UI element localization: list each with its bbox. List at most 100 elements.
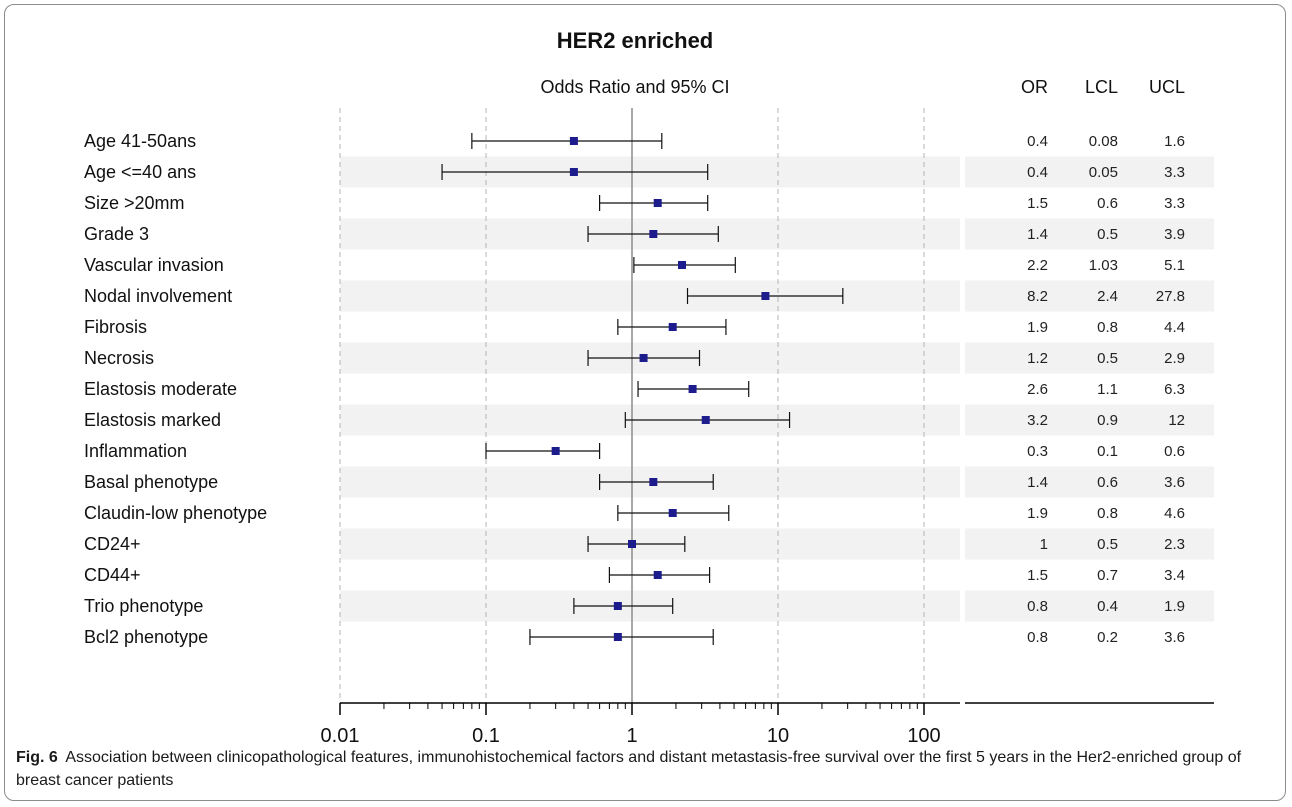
value-table: 0.4 0.08 1.6 0.4 0.05 3.3 1.5 0.6 3.3 1.4 0.5 3.9 2.… [1027,133,1185,646]
or-marker [639,354,648,362]
table-cell: 2.4 [1097,288,1118,305]
figure-caption: Fig. 6 Association between clinicopathol… [16,746,1271,792]
row-label: Trio phenotype [84,596,203,616]
table-cell: 2.3 [1164,536,1185,553]
or-marker [613,633,622,641]
or-marker [653,571,662,579]
table-cell: 0.8 [1027,629,1048,646]
row-label: Vascular invasion [84,255,224,275]
or-marker [761,292,770,300]
x-axis: 0.01 0.1 1 10 100 [321,702,1214,745]
table-cell: 3.2 [1027,412,1048,429]
table-cell: 0.6 [1164,443,1185,460]
row-label: Bcl2 phenotype [84,627,208,647]
table-cell: 3.9 [1164,226,1185,243]
row-label: CD44+ [84,565,141,585]
gridlines [339,108,925,703]
row-bands [340,156,1214,622]
caption-text: Association between clinicopathological … [16,749,1242,789]
table-row-band [965,156,1214,188]
table-cell: 0.5 [1097,350,1118,367]
table-cell: 3.6 [1164,629,1185,646]
or-marker [569,168,578,176]
table-cell: 3.4 [1164,567,1185,584]
table-row-band [965,590,1214,622]
table-header: OR [1021,77,1048,97]
row-label: Elastosis marked [84,410,221,430]
chart-title: HER2 enriched [557,28,714,53]
table-cell: 3.3 [1164,164,1185,181]
table-row-band [965,404,1214,436]
table-cell: 8.2 [1027,288,1048,305]
or-marker [628,540,636,548]
caption-label: Fig. 6 [16,749,58,766]
row-band [340,280,960,312]
or-marker [668,509,677,517]
x-tick-label: 10 [767,725,789,745]
row-label: Claudin-low phenotype [84,503,267,523]
table-cell: 0.4 [1027,133,1048,150]
confidence-intervals [441,133,844,645]
table-cell: 1.4 [1027,474,1048,491]
row-label: Fibrosis [84,317,147,337]
table-cell: 4.6 [1164,505,1185,522]
table-cell: 0.08 [1089,133,1118,150]
row-label: Age 41-50ans [84,131,196,151]
or-marker [701,416,710,424]
table-cell: 0.8 [1027,598,1048,615]
or-marker [613,602,622,610]
or-marker [653,199,662,207]
table-cell: 0.2 [1097,629,1118,646]
table-cell: 0.3 [1027,443,1048,460]
table-cell: 3.3 [1164,195,1185,212]
table-row-band [965,280,1214,312]
table-cell: 1 [1040,536,1048,553]
x-tick-label: 0.1 [472,725,500,745]
or-marker [569,137,578,145]
row-label: Nodal involvement [84,286,232,306]
table-cell: 27.8 [1156,288,1185,305]
table-cell: 4.4 [1164,319,1185,336]
table-cell: 1.9 [1164,598,1185,615]
or-marker [551,447,560,455]
or-marker [677,261,686,269]
row-label: Necrosis [84,348,154,368]
row-label: Elastosis moderate [84,379,237,399]
row-label: Grade 3 [84,224,149,244]
row-label: CD24+ [84,534,141,554]
table-cell: 0.4 [1027,164,1048,181]
table-cell: 1.03 [1089,257,1118,274]
table-cell: 1.2 [1027,350,1048,367]
table-cell: 1.6 [1164,133,1185,150]
x-tick-label: 100 [907,725,940,745]
table-cell: 0.5 [1097,536,1118,553]
table-row-band [965,466,1214,498]
table-row-band [965,218,1214,250]
table-cell: 1.9 [1027,319,1048,336]
or-marker [668,323,677,331]
table-cell: 0.05 [1089,164,1118,181]
figure-frame [4,4,1286,801]
table-cell: 0.1 [1097,443,1118,460]
row-label: Basal phenotype [84,472,218,492]
table-headers: OR LCL UCL [1021,77,1185,97]
table-cell: 1.4 [1027,226,1048,243]
or-marker [649,230,658,238]
table-row-band [965,342,1214,374]
x-tick-label: 0.01 [321,725,360,745]
table-cell: 12 [1168,412,1185,429]
table-cell: 1.1 [1097,381,1118,398]
table-cell: 2.9 [1164,350,1185,367]
table-cell: 0.6 [1097,474,1118,491]
row-label: Size >20mm [84,193,185,213]
chart-subtitle: Odds Ratio and 95% CI [540,77,729,97]
table-cell: 0.7 [1097,567,1118,584]
table-cell: 0.4 [1097,598,1118,615]
or-marker [649,478,658,486]
table-header: LCL [1085,77,1118,97]
row-labels: Age 41-50ans Age <=40 ans Size >20mm Grade … [84,131,267,647]
row-label: Age <=40 ans [84,162,196,182]
table-cell: 6.3 [1164,381,1185,398]
table-cell: 0.9 [1097,412,1118,429]
row-label: Inflammation [84,441,187,461]
